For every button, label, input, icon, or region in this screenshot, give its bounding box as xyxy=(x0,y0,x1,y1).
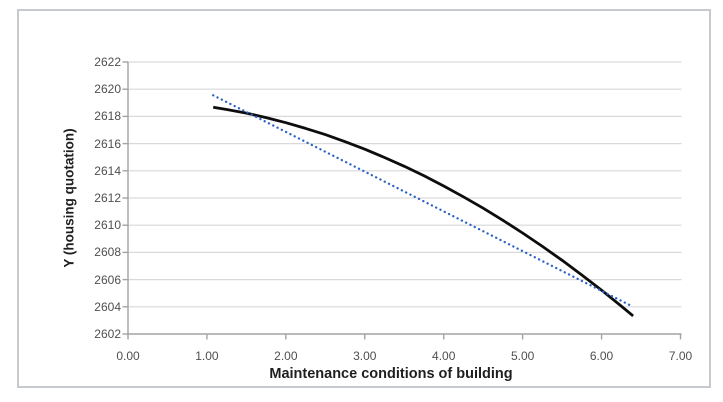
y-tick-label: 2610 xyxy=(94,218,121,233)
series-solid-black-curve xyxy=(212,105,634,317)
y-tick-label: 2608 xyxy=(94,245,121,260)
x-tick-label: 7.00 xyxy=(668,349,693,363)
y-tick-label: 2622 xyxy=(94,55,121,69)
x-tick-label: 0.00 xyxy=(116,349,140,363)
x-tick-label: 3.00 xyxy=(353,349,377,363)
y-tick-label: 2616 xyxy=(94,136,121,151)
y-tick-label: 2602 xyxy=(94,327,121,341)
y-tick-label: 2606 xyxy=(94,272,121,287)
x-tick-label: 4.00 xyxy=(432,349,456,363)
y-tick-label: 2614 xyxy=(94,163,121,178)
x-tick-label: 5.00 xyxy=(510,349,535,363)
x-tick-label: 6.00 xyxy=(589,349,614,363)
y-tick-label: 2612 xyxy=(94,191,121,205)
y-tick-label: 2618 xyxy=(94,109,121,124)
y-tick-label: 2604 xyxy=(94,299,121,314)
x-axis-title: Maintenance conditions of building xyxy=(269,366,513,382)
y-tick-label: 2620 xyxy=(94,82,121,97)
series-dotted-blue-trendline xyxy=(212,94,631,306)
x-tick-label: 2.00 xyxy=(274,349,298,363)
y-axis-title: Y (housing quotation) xyxy=(61,128,77,268)
x-tick-label: 1.00 xyxy=(195,349,219,363)
